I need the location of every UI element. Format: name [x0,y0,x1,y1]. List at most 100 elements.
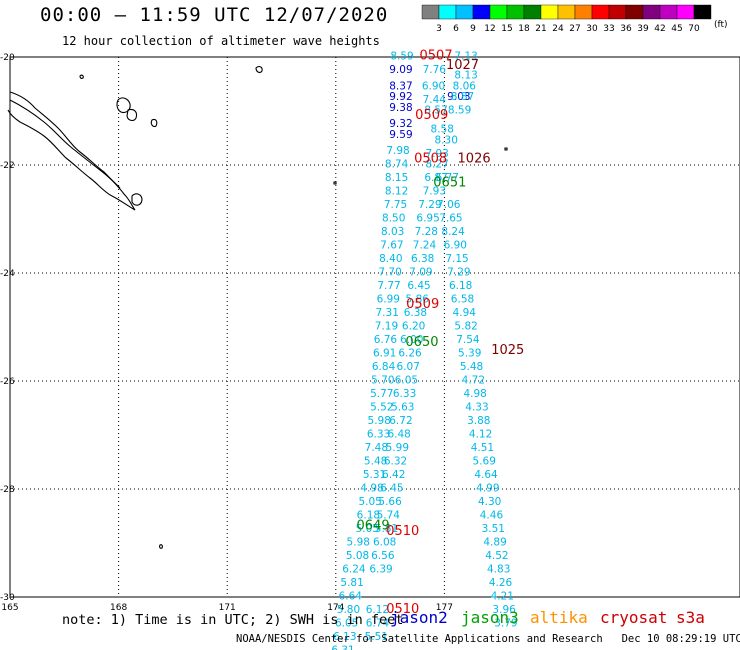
swh-value: 9.32 [389,118,412,130]
swh-value: 6.08 [373,537,396,549]
color-scale-label: 15 [501,24,512,34]
swh-value: 6.00 [400,334,423,346]
y-tick-label: -30 [0,593,15,603]
color-swatch [608,4,627,20]
chart-subtitle: 12 hour collection of altimeter wave hei… [62,34,380,48]
legend-altika: altika [530,608,588,627]
swh-value: 6.45 [407,280,430,292]
swh-value: 6.26 [398,348,422,360]
swh-value: 7.29 [418,199,441,211]
swh-value: 6.31 [331,645,354,650]
swh-value: 9.03 [447,91,470,103]
color-scale-label: 39 [637,24,649,34]
time-label: 0510 [386,524,419,539]
time-label: 1026 [458,151,491,166]
swh-value: 8.37 [389,80,412,92]
color-swatch [625,4,644,20]
swh-value: 6.05 [335,618,358,630]
swh-value: 6.18 [357,510,380,522]
color-swatch [659,4,678,20]
color-swatch [506,4,525,20]
swh-value: 5.31 [363,469,386,481]
hunter-island [504,147,508,151]
swh-value: 6.56 [371,550,395,562]
swh-value: 5.74 [377,510,401,522]
swh-value: 7.31 [376,307,399,319]
swh-value: 8.50 [382,213,405,225]
swh-value: 7.75 [384,199,407,211]
time-label: 0507 [420,49,453,64]
swh-value: 5.39 [458,348,481,360]
swh-value: 5.66 [378,496,402,508]
swh-value: 6.38 [404,307,427,319]
color-swatch [455,4,474,20]
swh-value: 3.79 [494,618,517,630]
swh-value: 9.92 [389,91,412,103]
swh-value: 5.05 [356,523,379,535]
swh-value: 6.13 [333,631,356,643]
swh-value: 7.09 [409,267,432,279]
small-islet-1 [79,74,84,79]
swh-value: 4.98 [360,483,383,495]
swh-value: 8.12 [385,186,408,198]
swh-value: 7.65 [439,213,462,225]
swh-value: 6.07 [397,361,420,373]
swh-value: 5.98 [368,415,391,427]
unit-label: (ft) [714,20,728,30]
swh-value: 7.06 [437,199,461,211]
swh-value: 6.91 [373,348,396,360]
swh-value: 7.48 [365,442,388,454]
swh-value: 6.90 [422,80,445,92]
swh-value: 7.76 [423,64,447,76]
swh-value: 4.21 [491,591,514,603]
swh-value: 8.57 [424,105,447,117]
swh-value: 6.05 [395,375,418,387]
swh-value: 9.38 [389,102,412,114]
color-scale-label: 27 [569,24,580,34]
color-scale-bar: 3 6 9 12 15 18 21 24 27 30 33 36 39 42 45 70 [421,4,712,34]
time-label: 0649 [357,519,390,534]
loyalty-island-3 [150,118,158,128]
swh-value: 8.74 [385,159,409,171]
swh-value: 7.93 [425,148,448,160]
time-label: 0508 [414,151,447,166]
swh-value: 8.40 [379,253,402,265]
y-tick-label: -22 [0,161,15,171]
swh-value: 6.77 [436,172,459,184]
x-tick-label: 168 [110,603,127,613]
swh-value: 7.28 [415,226,438,238]
swh-value: 5.05 [358,496,381,508]
legend-s3a: s3a [676,608,705,627]
swh-value: 6.48 [387,429,410,441]
swh-value: 8.13 [454,70,477,82]
swh-value: 6.38 [411,253,434,265]
swh-value: 5.48 [460,361,483,373]
color-swatch [642,4,661,20]
time-label: 0510 [386,602,419,617]
swh-value: 6.58 [451,294,474,306]
swh-value: 8.30 [435,134,458,146]
swh-value: 4.33 [465,402,488,414]
legend-jason2: jason2 [390,608,448,627]
swh-value: 7.15 [445,253,468,265]
swh-value: 8.06 [453,80,477,92]
color-scale-label: 70 [688,24,700,34]
swh-value: 5.69 [473,456,496,468]
swh-value: 8.87 [451,91,474,103]
swh-value: 5.80 [337,604,360,616]
swh-value: 7.93 [423,186,446,198]
plot-border [9,56,740,598]
swh-value: 4.51 [471,442,494,454]
swh-value: 8.59 [448,105,471,117]
swh-value: 7.24 [413,240,437,252]
color-swatch [421,4,440,20]
swh-value: 4.64 [474,469,498,481]
swh-value: 6.33 [367,429,390,441]
color-swatch [676,4,695,20]
swh-value: 7.67 [380,240,403,252]
swh-value: 6.72 [389,415,412,427]
swh-value: 5.81 [375,523,398,535]
legend-cryosat: cryosat [600,608,668,627]
swh-value: 5.99 [386,442,409,454]
swh-value: 5.82 [454,321,477,333]
